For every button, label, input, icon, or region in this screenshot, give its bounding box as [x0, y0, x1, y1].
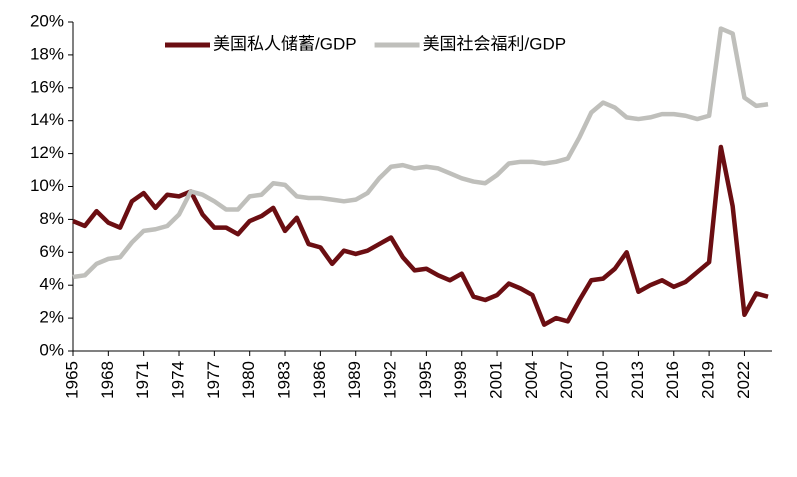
- x-tick-label: 2019: [699, 361, 718, 399]
- y-tick-label: 20%: [30, 11, 64, 30]
- x-tick-label: 1995: [416, 361, 435, 399]
- legend-label: 美国社会福利/GDP: [423, 34, 567, 53]
- y-tick-label: 0%: [39, 340, 64, 359]
- series-line: [72, 26, 769, 280]
- x-tick-label: 1965: [62, 361, 81, 399]
- x-tick-label: 2022: [734, 361, 753, 399]
- y-tick-label: 14%: [30, 110, 64, 129]
- x-tick-label: 1968: [98, 361, 117, 399]
- x-tick-label: 2010: [593, 361, 612, 399]
- y-tick-label: 2%: [39, 308, 64, 327]
- y-tick-label: 10%: [30, 176, 64, 195]
- x-tick-label: 1998: [451, 361, 470, 399]
- y-tick-label: 16%: [30, 77, 64, 96]
- x-tick-label: 1986: [310, 361, 329, 399]
- x-tick-label: 2007: [557, 361, 576, 399]
- x-tick-label: 1983: [275, 361, 294, 399]
- series-line: [72, 144, 769, 327]
- x-tick-label: 1974: [169, 361, 188, 399]
- x-tick-label: 1980: [239, 361, 258, 399]
- y-tick-label: 8%: [39, 209, 64, 228]
- x-tick-label: 1977: [204, 361, 223, 399]
- x-tick-label: 2004: [522, 361, 541, 399]
- y-tick-label: 12%: [30, 143, 64, 162]
- x-tick-label: 2013: [628, 361, 647, 399]
- x-tick-label: 1971: [133, 361, 152, 399]
- y-tick-label: 18%: [30, 44, 64, 63]
- y-tick-label: 4%: [39, 275, 64, 294]
- x-tick-label: 1989: [345, 361, 364, 399]
- x-tick-label: 2016: [663, 361, 682, 399]
- legend-label: 美国私人储蓄/GDP: [213, 34, 357, 53]
- x-tick-label: 1992: [381, 361, 400, 399]
- x-tick-label: 2001: [487, 361, 506, 399]
- y-tick-label: 6%: [39, 242, 64, 261]
